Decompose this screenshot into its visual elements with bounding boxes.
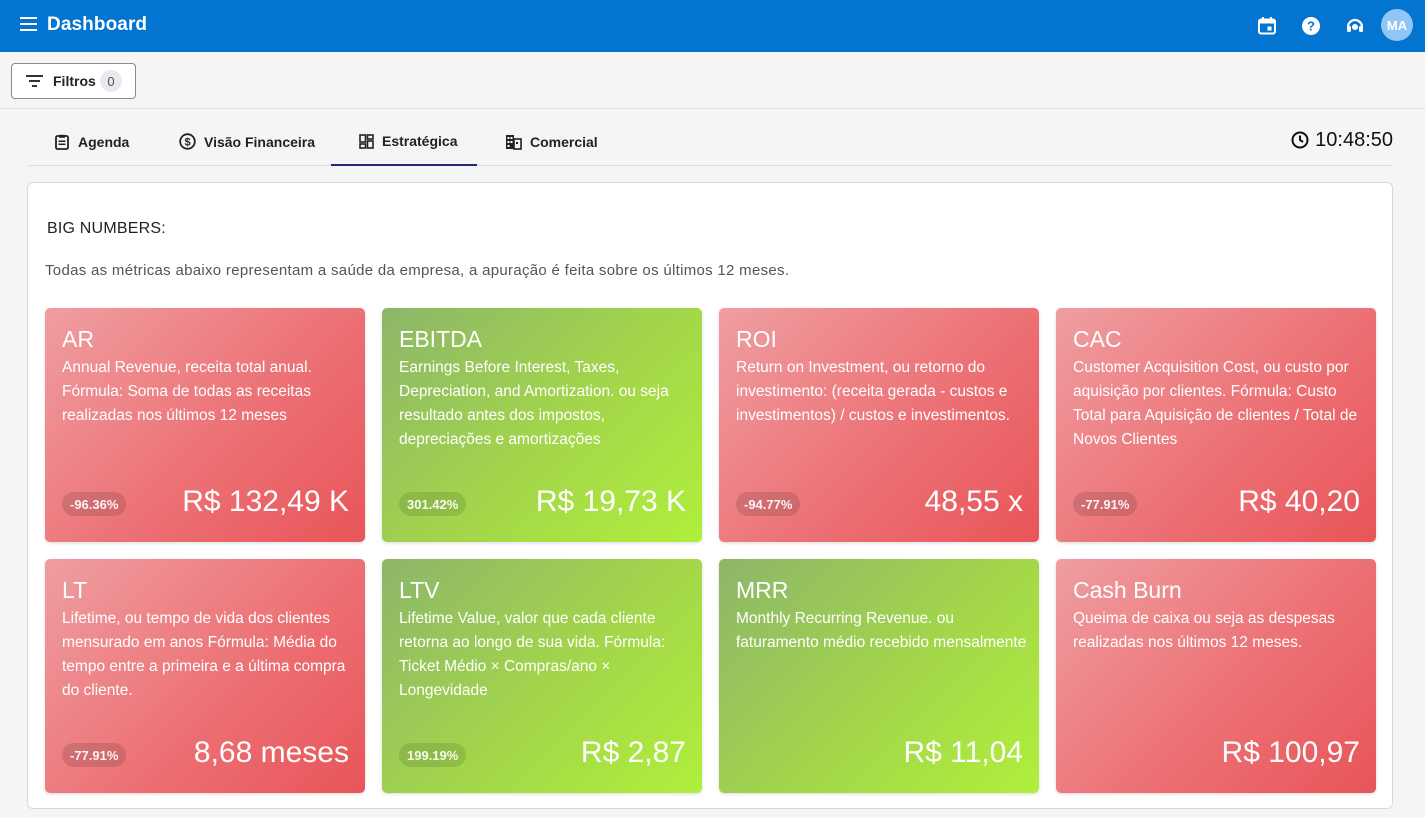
card-value: R$ 132,49 K <box>182 485 349 518</box>
card-description: Annual Revenue, receita total anual. Fór… <box>62 359 312 424</box>
change-badge: -96.36% <box>62 492 127 516</box>
card-description: Lifetime Value, valor que cada cliente r… <box>399 610 666 699</box>
change-badge: 301.42% <box>399 492 467 516</box>
filter-label: Filtros <box>53 73 96 89</box>
card-value: 8,68 meses <box>193 736 349 769</box>
support-icon[interactable] <box>1344 15 1366 37</box>
change-badge: -77.91% <box>62 743 127 767</box>
clipboard-icon <box>55 134 69 150</box>
app-title: Dashboard <box>47 14 148 35</box>
card-value: R$ 19,73 K <box>535 485 686 518</box>
tab-comercial[interactable]: Comercial <box>505 118 598 165</box>
card-value: R$ 100,97 <box>1221 736 1360 769</box>
card-title: CAC <box>1073 326 1122 352</box>
tab-visao-financeira[interactable]: $ Visão Financeira <box>179 118 315 165</box>
card-title: Cash Burn <box>1073 577 1182 603</box>
filter-icon <box>26 75 43 90</box>
tab-estrategica[interactable]: Estratégica <box>331 118 477 166</box>
metric-card-mrr[interactable]: MRR Monthly Recurring Revenue. ou fatura… <box>719 559 1039 793</box>
dollar-icon: $ <box>179 133 196 150</box>
card-description: Monthly Recurring Revenue. ou faturament… <box>736 610 1027 651</box>
metric-card-ebitda[interactable]: EBITDA Earnings Before Interest, Taxes, … <box>382 308 702 542</box>
card-value: R$ 40,20 <box>1238 485 1360 518</box>
tab-label: Estratégica <box>382 133 458 149</box>
tab-label: Agenda <box>78 133 130 150</box>
card-description: Customer Acquisition Cost, ou custo por … <box>1073 359 1358 448</box>
metric-card-cac[interactable]: CAC Customer Acquisition Cost, ou custo … <box>1056 308 1376 542</box>
card-title: ROI <box>736 326 777 352</box>
metric-card-cash-burn[interactable]: Cash Burn Queima de caixa ou seja as des… <box>1056 559 1376 793</box>
help-icon[interactable]: ? <box>1300 15 1322 37</box>
filter-count-badge: 0 <box>100 70 122 92</box>
filter-bar: Filtros 0 <box>0 52 1425 109</box>
card-value: 48,55 x <box>924 485 1023 518</box>
change-badge: 199.19% <box>399 743 467 767</box>
card-description: Lifetime, ou tempo de vida dos clientes … <box>62 610 346 699</box>
panel-heading: BIG NUMBERS: <box>47 220 166 237</box>
app-bar: Dashboard ? MA <box>0 0 1425 52</box>
avatar[interactable]: MA <box>1381 9 1413 41</box>
card-title: EBITDA <box>399 326 483 352</box>
card-description: Return on Investment, ou retorno do inve… <box>736 359 1010 424</box>
filter-button[interactable]: Filtros 0 <box>11 63 136 99</box>
building-icon <box>506 134 522 150</box>
card-description: Earnings Before Interest, Taxes, Depreci… <box>399 359 669 448</box>
tab-label: Visão Financeira <box>204 133 316 150</box>
big-numbers-panel: BIG NUMBERS: Todas as métricas abaixo re… <box>27 182 1393 809</box>
calendar-icon[interactable] <box>1256 15 1278 37</box>
svg-text:$: $ <box>184 137 190 149</box>
metric-card-roi[interactable]: ROI Return on Investment, ou retorno do … <box>719 308 1039 542</box>
metric-card-lt[interactable]: LT Lifetime, ou tempo de vida dos client… <box>45 559 365 793</box>
card-title: AR <box>62 326 94 352</box>
card-title: LT <box>62 577 88 603</box>
card-title: LTV <box>399 577 440 603</box>
card-title: MRR <box>736 577 789 603</box>
change-badge: -94.77% <box>736 492 801 516</box>
metric-card-ar[interactable]: AR Annual Revenue, receita total anual. … <box>45 308 365 542</box>
card-value: R$ 11,04 <box>903 736 1023 769</box>
tab-agenda[interactable]: Agenda <box>54 118 129 165</box>
card-description: Queima de caixa ou seja as despesas real… <box>1073 610 1335 651</box>
clock-icon <box>1291 131 1309 149</box>
svg-text:?: ? <box>1307 19 1315 34</box>
clock: 10:48:50 <box>1291 118 1393 162</box>
dashboard-icon <box>359 133 374 149</box>
tab-label: Comercial <box>530 133 598 150</box>
clock-time: 10:48:50 <box>1315 128 1393 151</box>
card-value: R$ 2,87 <box>580 736 686 769</box>
panel-subtitle: Todas as métricas abaixo representam a s… <box>45 262 790 279</box>
metric-card-ltv[interactable]: LTV Lifetime Value, valor que cada clien… <box>382 559 702 793</box>
menu-icon[interactable] <box>20 17 38 33</box>
change-badge: -77.91% <box>1073 492 1138 516</box>
tab-bar: Agenda $ Visão Financeira Estratégica Co… <box>28 118 1393 166</box>
